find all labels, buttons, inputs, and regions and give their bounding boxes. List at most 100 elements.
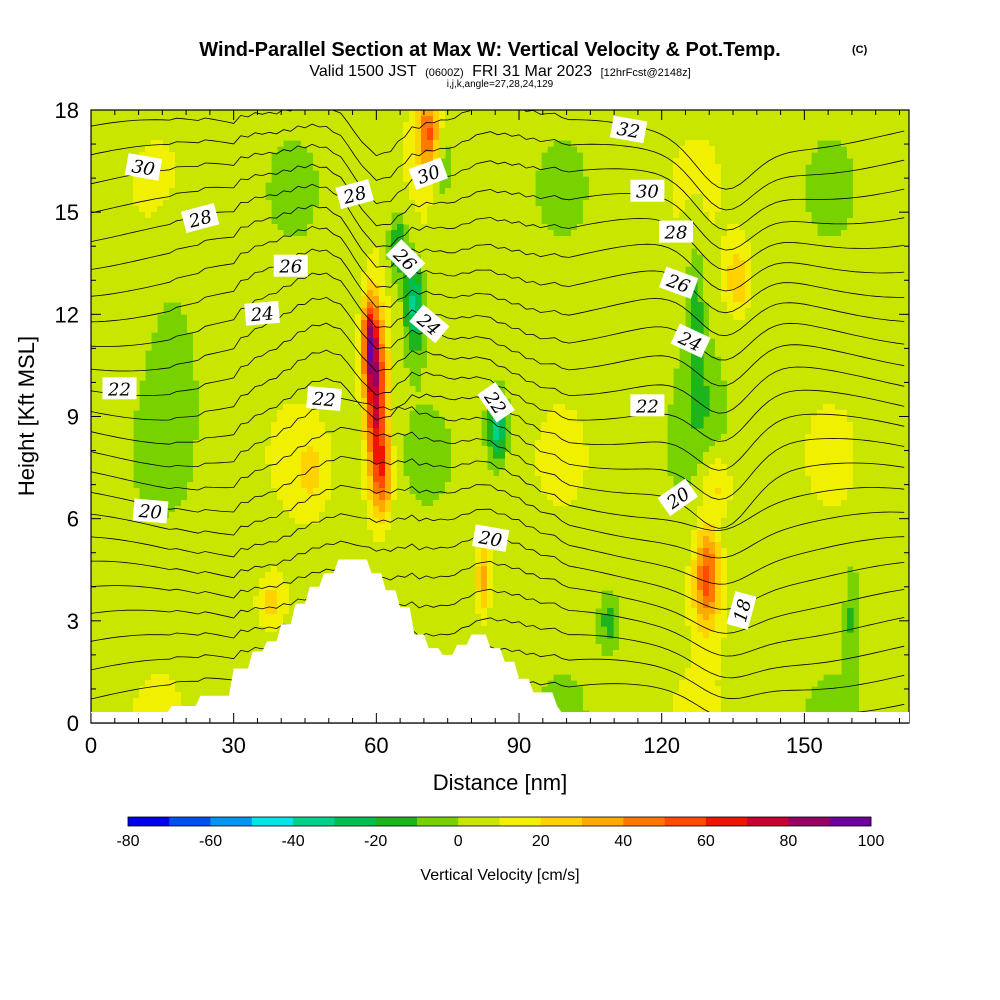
velocity-cell-437: [247, 128, 254, 135]
velocity-cell-2234: [535, 218, 542, 225]
velocity-cell-2420: [187, 230, 194, 237]
velocity-cell-2109: [469, 212, 476, 219]
velocity-cell-398: [835, 122, 842, 129]
velocity-cell-2860: [487, 248, 494, 255]
velocity-cell-3437: [781, 272, 788, 279]
velocity-cell-1950: [151, 206, 158, 213]
velocity-cell-982: [427, 152, 434, 159]
velocity-cell-2066: [157, 212, 164, 219]
velocity-cell-2123: [595, 212, 602, 219]
velocity-cell-1006: [619, 152, 626, 159]
velocity-cell-4483: [751, 320, 758, 327]
velocity-cell-4905: [241, 344, 248, 351]
velocity-cell-1470: [703, 176, 710, 183]
velocity-cell-4054: [499, 302, 506, 309]
velocity-cell-49: [385, 110, 392, 117]
velocity-cell-1604: [901, 182, 908, 189]
velocity-cell-2525: [895, 230, 902, 237]
velocity-cell-2887: [649, 248, 656, 255]
velocity-cell-3527: [517, 278, 524, 285]
velocity-cell-2347: [511, 224, 518, 231]
velocity-cell-3940: [601, 296, 608, 303]
velocity-cell-884: [589, 146, 596, 153]
velocity-cell-3611: [211, 284, 218, 291]
velocity-cell-4175: [439, 308, 446, 315]
velocity-cell-1698: [757, 188, 764, 195]
velocity-cell-668: [811, 134, 818, 141]
velocity-cell-905: [715, 146, 722, 153]
velocity-cell-1632: [247, 188, 254, 195]
velocity-cell-273: [907, 116, 909, 123]
velocity-cell-767: [619, 140, 626, 147]
velocity-cell-1514: [193, 182, 200, 189]
velocity-cell-1510: [169, 182, 176, 189]
velocity-cell-1928: [793, 200, 800, 207]
velocity-cell-231: [655, 116, 662, 123]
velocity-cell-3934: [565, 296, 572, 303]
velocity-cell-4839: [601, 338, 608, 345]
velocity-cell-2336: [445, 224, 452, 231]
velocity-cell-4427: [397, 320, 404, 327]
velocity-cell-3279: [601, 266, 608, 273]
velocity-cell-2911: [799, 248, 806, 255]
velocity-cell-3105: [349, 260, 356, 267]
velocity-cell-354: [571, 122, 578, 129]
velocity-cell-2456: [439, 230, 446, 237]
velocity-cell-1987: [415, 206, 422, 213]
velocity-cell-3896: [325, 296, 332, 303]
velocity-cell-1140: [733, 158, 740, 165]
velocity-cell-2264: [757, 218, 764, 225]
velocity-cell-1155: [865, 158, 872, 165]
velocity-cell-3355: [253, 272, 260, 279]
velocity-cell-3166: [739, 260, 746, 267]
subtitle-valid: Valid 1500 JST: [309, 63, 417, 80]
velocity-cell-4393: [193, 320, 200, 327]
velocity-cell-2788: [859, 242, 866, 249]
velocity-cell-4378: [895, 314, 902, 321]
velocity-cell-4683: [409, 332, 416, 339]
velocity-cell-1430: [397, 176, 404, 183]
velocity-cell-4213: [667, 308, 674, 315]
velocity-cell-1940: [91, 206, 98, 213]
velocity-cell-609: [457, 134, 464, 141]
velocity-cell-4040: [409, 302, 416, 309]
velocity-cell-2675: [163, 242, 170, 249]
velocity-cell-1085: [349, 158, 356, 165]
velocity-cell-2786: [847, 242, 854, 249]
velocity-cell-4202: [601, 308, 608, 315]
velocity-cell-3142: [583, 260, 590, 267]
velocity-cell-2105: [445, 212, 452, 219]
velocity-cell-422: [157, 128, 164, 135]
velocity-cell-3959: [727, 296, 734, 303]
velocity-cell-4003: [187, 302, 194, 309]
velocity-cell-2570: [343, 236, 350, 243]
velocity-cell-3270: [547, 266, 554, 273]
velocity-cell-570: [223, 134, 230, 141]
velocity-cell-3766: [343, 290, 350, 297]
velocity-cell-601: [409, 134, 416, 141]
velocity-cell-1388: [97, 176, 104, 183]
velocity-cell-1358: [691, 170, 698, 177]
velocity-cell-1829: [103, 200, 110, 207]
velocity-cell-152: [181, 116, 188, 123]
velocity-cell-2283: [907, 218, 909, 225]
velocity-cell-2699: [307, 242, 314, 249]
velocity-cell-6: [127, 110, 134, 117]
velocity-cell-4001: [157, 302, 164, 309]
velocity-cell-3768: [355, 290, 362, 297]
velocity-cell-2738: [559, 242, 566, 249]
velocity-cell-876: [511, 146, 518, 153]
velocity-cell-756: [535, 140, 542, 147]
velocity-cell-2281: [895, 218, 902, 225]
velocity-cell-2577: [391, 236, 398, 243]
velocity-cell-228: [637, 116, 644, 123]
velocity-cell-3791: [505, 290, 512, 297]
velocity-cell-3385: [451, 272, 458, 279]
velocity-cell-1538: [391, 182, 398, 189]
velocity-cell-4348: [715, 314, 722, 321]
velocity-cell-3918: [469, 296, 476, 303]
velocity-cell-2028: [703, 206, 710, 213]
velocity-cell-3645: [427, 284, 434, 291]
velocity-cell-4794: [319, 338, 326, 345]
velocity-cell-3289: [661, 266, 668, 273]
